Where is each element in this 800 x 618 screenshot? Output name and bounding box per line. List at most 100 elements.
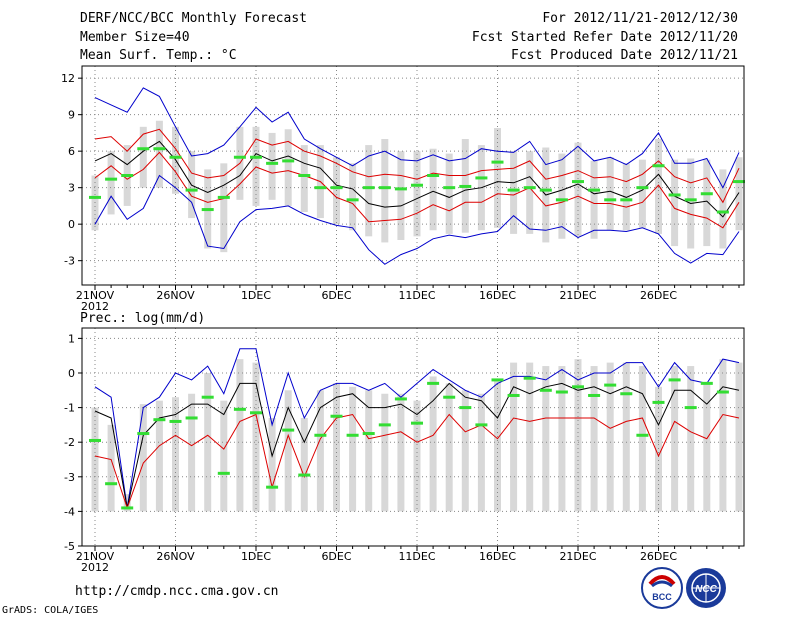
x-tick-label: 26DEC	[640, 550, 677, 563]
spread-box	[445, 383, 453, 512]
spread-box	[365, 145, 373, 237]
x-tick-label: 21NOV	[76, 289, 115, 302]
ensemble-mark	[588, 188, 601, 192]
ensemble-mark	[475, 176, 488, 180]
x-tick-label: 1DEC	[241, 289, 271, 302]
ensemble-mark	[121, 174, 134, 177]
spread-box	[671, 366, 679, 512]
spread-box	[155, 120, 163, 188]
spread-box	[413, 151, 421, 237]
ensemble-mark	[411, 421, 423, 425]
y-tick-label: 6	[68, 145, 75, 158]
ensemble-mark	[185, 188, 198, 192]
ensemble-mark	[620, 392, 633, 396]
ensemble-mark	[507, 393, 520, 397]
ensemble-mark	[233, 407, 246, 411]
ensemble-mark	[169, 155, 182, 159]
ensemble-mark	[604, 198, 617, 202]
spread-box	[429, 376, 437, 512]
spread-box	[542, 366, 550, 512]
ensemble-mark	[555, 390, 568, 394]
ensemble-mark	[572, 385, 584, 389]
y-tick-label: -4	[64, 505, 75, 518]
spread-box	[590, 366, 598, 512]
spread-box	[494, 379, 501, 512]
spread-box	[284, 390, 292, 512]
bcc-logo: BCC	[641, 567, 683, 609]
spread-box	[510, 362, 518, 512]
y-tick-label: 9	[68, 109, 75, 122]
x-tick-label: 21DEC	[559, 289, 596, 302]
ensemble-mark	[523, 186, 536, 190]
ensemble-mark	[201, 208, 214, 212]
spread-box	[510, 151, 518, 234]
spread-box	[622, 163, 630, 231]
y-tick-label: 0	[68, 218, 75, 231]
ensemble-mark	[491, 378, 504, 382]
y-tick-label: 3	[68, 182, 75, 195]
ensemble-mark	[539, 388, 552, 392]
source-url[interactable]: http://cmdp.ncc.cma.gov.cn	[75, 584, 279, 599]
ensemble-mark	[330, 414, 343, 418]
spread-box	[397, 393, 405, 512]
spread-box	[638, 366, 646, 512]
ensemble-mark	[378, 423, 391, 427]
spread-box	[284, 129, 292, 206]
x-tick-label: 21NOV	[76, 550, 115, 563]
spread-box	[445, 153, 453, 234]
ensemble-mark	[298, 174, 311, 177]
ensemble-mark	[668, 378, 681, 382]
spread-box	[606, 362, 614, 512]
spread-box	[429, 148, 437, 231]
spread-box	[638, 159, 646, 228]
y-tick-label: 12	[61, 72, 75, 85]
spread-box	[687, 366, 695, 512]
ensemble-mark	[89, 195, 101, 199]
forecast-period: For 2012/11/21-2012/12/30	[542, 11, 738, 26]
ensemble-mark	[201, 395, 214, 399]
member-size-label: Member Size=40	[80, 30, 190, 45]
ncc-logo: NCC	[686, 568, 726, 608]
ensemble-mark	[443, 395, 456, 399]
spread-box	[139, 404, 147, 512]
y-tick-label: 0	[68, 367, 75, 380]
fcst-produced-date: Fcst Produced Date 2012/11/21	[511, 48, 738, 63]
spread-box	[349, 386, 357, 512]
ensemble-mark	[716, 390, 729, 394]
x-tick-label: 1DEC	[241, 550, 271, 563]
ensemble-mark	[105, 177, 118, 181]
ensemble-mark	[684, 406, 697, 410]
ensemble-mark	[314, 186, 327, 190]
ensemble-mark	[153, 147, 166, 151]
ensemble-mark	[362, 432, 375, 436]
ensemble-mark	[346, 433, 359, 437]
series-line-min	[94, 174, 740, 265]
ensemble-mark	[555, 198, 568, 202]
ensemble-mark	[394, 397, 407, 401]
precip-label: Prec.: log(mm/d)	[80, 311, 206, 326]
spread-box	[381, 139, 389, 243]
ensemble-mark	[700, 192, 713, 196]
spread-box	[703, 383, 711, 512]
ensemble-mark	[282, 159, 295, 163]
spread-box	[574, 142, 582, 237]
ensemble-mark	[217, 471, 230, 475]
y-tick-label: -1	[64, 402, 75, 415]
plot-frame	[81, 327, 745, 547]
ensemble-mark	[169, 419, 182, 423]
bcc-logo-text: BCC	[652, 592, 672, 602]
spread-box	[397, 151, 405, 240]
spread-box	[606, 157, 614, 231]
ensemble-mark	[620, 198, 633, 202]
spread-box	[671, 159, 679, 247]
ensemble-mark	[233, 155, 246, 159]
spread-box	[558, 366, 566, 512]
spread-box	[655, 386, 662, 512]
x-tick-label: 21DEC	[559, 550, 596, 563]
ensemble-mark	[362, 186, 375, 190]
ensemble-mark	[539, 188, 552, 192]
ensemble-mark	[105, 482, 118, 486]
spread-box	[268, 417, 276, 512]
ensemble-mark	[394, 187, 407, 191]
